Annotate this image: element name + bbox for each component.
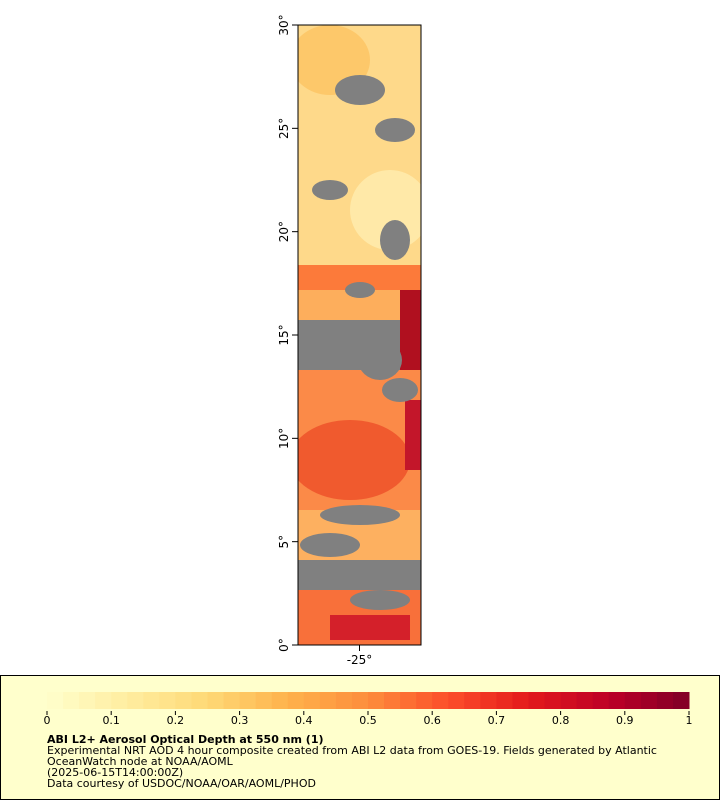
- colorbar-step: [239, 692, 257, 709]
- colorbar-tick-label: 0.3: [231, 714, 249, 727]
- colorbar-step: [432, 692, 449, 709]
- colorbar: 0 0.1 0.2 0.3 0.4 0.5 0.6 0.7 0.8 0.9 1: [44, 692, 693, 727]
- legend-line: Data courtesy of USDOC/NOAA/OAR/AOML/PHO…: [47, 777, 316, 790]
- colorbar-step: [560, 692, 578, 709]
- lon-tick-label: -25°: [347, 653, 373, 667]
- colorbar-step: [47, 692, 64, 709]
- colorbar-step: [223, 692, 241, 709]
- colorbar-step: [576, 692, 594, 709]
- colorbar-step: [335, 692, 353, 709]
- colorbar-tick-label: 1: [686, 714, 693, 727]
- colorbar-step: [608, 692, 626, 709]
- colorbar-step: [303, 692, 321, 709]
- colorbar-step: [672, 692, 690, 709]
- legend-line: OceanWatch node at NOAA/AOML: [47, 755, 234, 768]
- colorbar-step: [512, 692, 529, 709]
- colorbar-step: [127, 692, 144, 709]
- colorbar-tick-label: 0.1: [102, 714, 120, 727]
- axes: 0° 5° 10° 15° 20° 25° 30° -25°: [277, 14, 372, 667]
- colorbar-step: [640, 692, 658, 709]
- colorbar-step: [191, 692, 208, 709]
- colorbar-step: [319, 692, 337, 709]
- lat-tick-label: 0°: [277, 638, 291, 652]
- colorbar-step: [271, 692, 289, 709]
- lat-tick-label: 5°: [277, 535, 291, 549]
- colorbar-tick-label: 0.2: [167, 714, 185, 727]
- colorbar-step: [368, 692, 385, 709]
- colorbar-step: [384, 692, 401, 709]
- colorbar-step: [544, 692, 562, 709]
- lat-tick-label: 30°: [277, 14, 291, 35]
- colorbar-step: [79, 692, 96, 709]
- colorbar-step: [143, 692, 160, 709]
- colorbar-step: [496, 692, 513, 709]
- colorbar-tick-label: 0.9: [616, 714, 634, 727]
- colorbar-tick-label: 0.7: [488, 714, 506, 727]
- colorbar-step: [448, 692, 465, 709]
- lat-tick-label: 25°: [277, 118, 291, 139]
- colorbar-tick-label: 0.6: [423, 714, 441, 727]
- colorbar-step: [255, 692, 273, 709]
- colorbar-step: [95, 692, 112, 709]
- colorbar-tick-label: 0.8: [552, 714, 570, 727]
- colorbar-step: [528, 692, 546, 709]
- colorbar-tick-label: 0.4: [295, 714, 313, 727]
- legend-line: (2025-06-15T14:00:00Z): [47, 766, 183, 779]
- colorbar-step: [351, 692, 369, 709]
- aod-raster: [298, 25, 421, 645]
- legend-title: ABI L2+ Aerosol Optical Depth at 550 nm …: [47, 733, 324, 746]
- lat-tick-label: 15°: [277, 324, 291, 345]
- colorbar-tick-label: 0.5: [359, 714, 377, 727]
- colorbar-step: [287, 692, 305, 709]
- lat-tick-label: 10°: [277, 428, 291, 449]
- colorbar-step: [159, 692, 176, 709]
- colorbar-step: [656, 692, 674, 709]
- colorbar-step: [175, 692, 192, 709]
- colorbar-step: [207, 692, 225, 709]
- colorbar-step: [592, 692, 610, 709]
- colorbar-step: [480, 692, 497, 709]
- legend-line: Experimental NRT AOD 4 hour composite cr…: [47, 744, 657, 757]
- legend: 0 0.1 0.2 0.3 0.4 0.5 0.6 0.7 0.8 0.9 1 ABI L2+ Ae…: [0, 675, 720, 800]
- colorbar-step: [63, 692, 80, 709]
- colorbar-step: [464, 692, 481, 709]
- colorbar-step: [416, 692, 433, 709]
- colorbar-tick-label: 0: [44, 714, 51, 727]
- colorbar-step: [624, 692, 642, 709]
- colorbar-step: [400, 692, 417, 709]
- lat-tick-label: 20°: [277, 221, 291, 242]
- colorbar-step: [111, 692, 128, 709]
